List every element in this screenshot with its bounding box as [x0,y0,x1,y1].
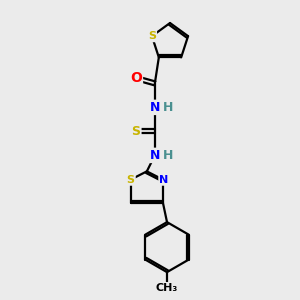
Text: CH₃: CH₃ [156,283,178,293]
Text: S: S [131,125,140,138]
Text: S: S [127,175,135,184]
Text: S: S [148,31,156,41]
Text: H: H [163,101,173,114]
Text: N: N [150,101,160,114]
Text: O: O [130,71,142,85]
Text: N: N [159,175,169,184]
Text: H: H [163,149,173,162]
Text: N: N [150,149,160,162]
